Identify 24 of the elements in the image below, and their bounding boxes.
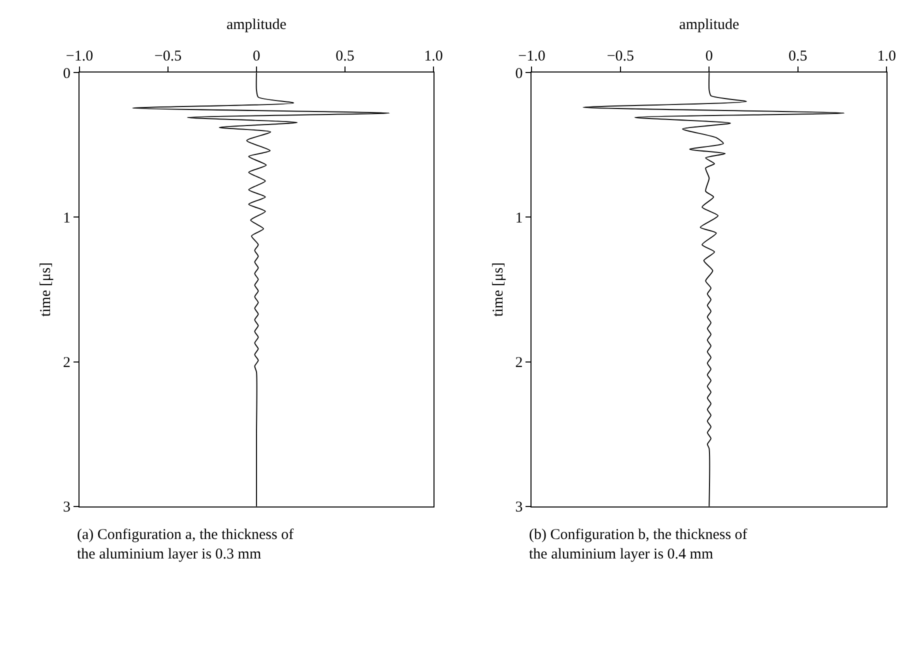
x-tick-label: 0 bbox=[705, 48, 713, 65]
x-tick-label: 0.5 bbox=[788, 48, 808, 65]
x-tick-label: 1.0 bbox=[424, 48, 443, 65]
y-tick-label: 1 bbox=[515, 210, 523, 226]
x-tick-label: 0.5 bbox=[336, 48, 354, 65]
text: (b) Configuration b, the thickness of the aluminium layer is 0.4 mm bbox=[529, 527, 748, 562]
y-tick-label: 0 bbox=[62, 66, 70, 82]
x-tick-label: 0 bbox=[252, 48, 260, 65]
y-axis-title: time [μs] bbox=[490, 262, 506, 317]
x-axis-title: amplitude bbox=[226, 16, 287, 33]
x-tick-label: −0.5 bbox=[606, 48, 634, 65]
y-tick-label: 3 bbox=[515, 500, 523, 516]
x-axis-title: amplitude bbox=[679, 16, 740, 33]
x-tick-label: −1.0 bbox=[66, 48, 94, 65]
y-tick-label: 1 bbox=[62, 210, 70, 226]
y-tick-label: 0 bbox=[515, 66, 523, 82]
x-tick-label: 1.0 bbox=[877, 48, 896, 65]
x-tick-label: −1.0 bbox=[518, 48, 546, 65]
y-tick-label: 2 bbox=[62, 355, 70, 372]
y-tick-label: 3 bbox=[62, 500, 70, 516]
y-tick-label: 2 bbox=[515, 355, 523, 372]
x-tick-label: −0.5 bbox=[154, 48, 182, 65]
text: (a) Configuration a, the thickness of the aluminium layer is 0.3 mm bbox=[77, 527, 294, 562]
y-axis-title: time [μs] bbox=[38, 262, 54, 317]
